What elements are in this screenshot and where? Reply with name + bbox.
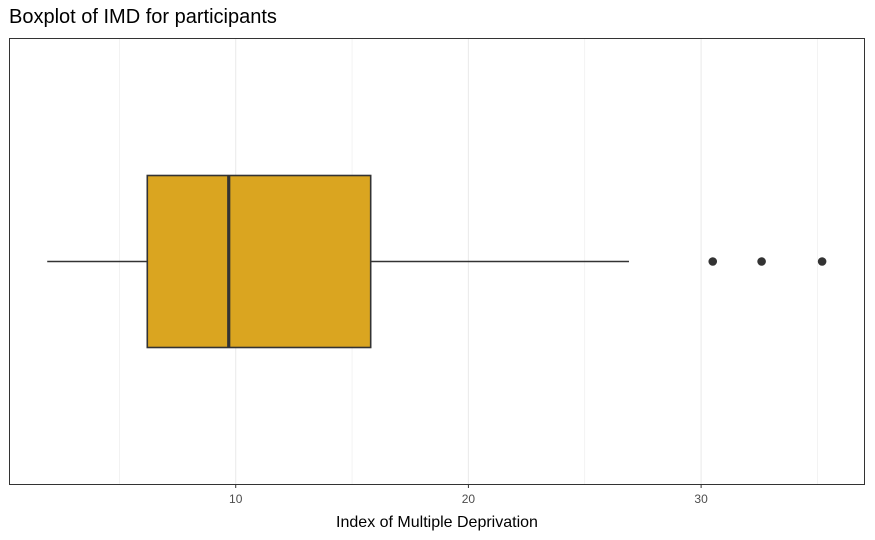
x-axis-ticks: 10 20 30 [229,484,708,506]
x-axis-label: Index of Multiple Deprivation [336,514,538,531]
boxplot-box-group [47,174,827,349]
outlier-point [817,257,827,266]
chart-title: Boxplot of IMD for participants [9,6,277,28]
x-tick-label: 30 [694,492,708,506]
outlier-point [708,257,718,266]
x-tick-label: 10 [229,492,243,506]
iqr-box [146,174,372,349]
panel-border [9,38,865,485]
outlier-point [757,257,766,266]
x-tick-label: 20 [462,492,476,506]
